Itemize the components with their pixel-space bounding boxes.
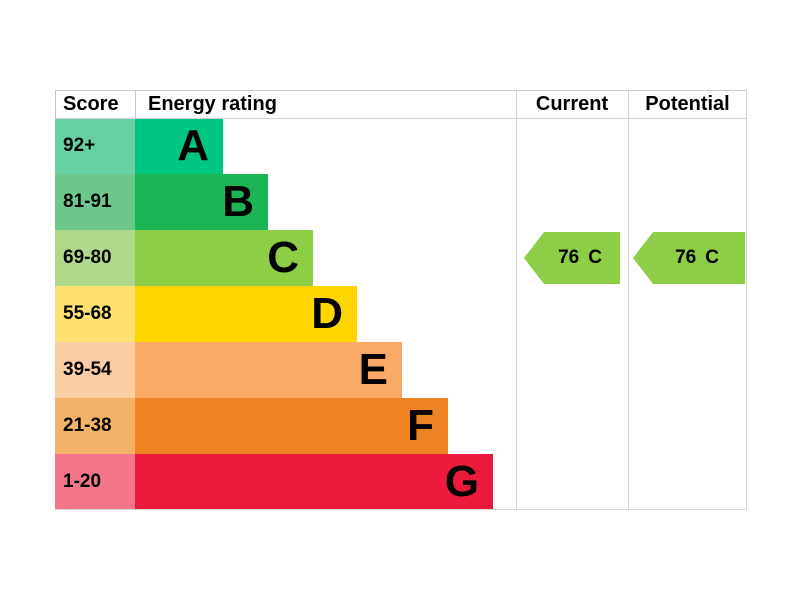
rating-row-f: 21-38 F [55,398,747,454]
rating-band-bar-g: G [135,454,493,510]
table-bottom-line [55,509,747,510]
current-rating-band: C [588,247,602,268]
potential-rating-band: C [705,247,719,268]
header-current: Current [535,93,609,115]
rating-row-d: 55-68 D [55,286,747,342]
header-energy-rating: Energy rating [148,93,277,115]
table-top-line [55,90,747,91]
rating-row-c: 69-80 C [55,230,747,286]
score-cell-f: 21-38 [55,398,135,454]
score-cell-e: 39-54 [55,342,135,398]
header-left-line [55,90,56,118]
potential-column-line [628,90,629,510]
rating-rows: 92+ A 81-91 B 69-80 C 55-68 D 39-54 E 21-38 F 1-20 G [55,118,747,510]
rating-band-bar-d: D [135,286,357,342]
rating-band-bar-f: F [135,398,448,454]
rating-table: Score Energy rating Current Potential 92… [55,90,747,510]
current-column-line [516,90,517,510]
header-score: Score [63,93,119,115]
rating-row-g: 1-20 G [55,454,747,510]
rating-band-bar-b: B [135,174,268,230]
rating-band-bar-c: C [135,230,313,286]
current-rating-value: 76 [558,247,580,268]
potential-rating-value: 76 [675,247,697,268]
score-column-line [135,90,136,118]
rating-band-bar-a: A [135,118,223,174]
table-header: Score Energy rating Current Potential [55,90,747,118]
score-cell-d: 55-68 [55,286,135,342]
rating-band-bar-e: E [135,342,402,398]
rating-row-e: 39-54 E [55,342,747,398]
rating-row-b: 81-91 B [55,174,747,230]
potential-rating-arrow: 76 C [633,232,745,284]
score-cell-c: 69-80 [55,230,135,286]
header-bottom-line [55,118,747,119]
score-cell-g: 1-20 [55,454,135,510]
score-cell-a: 92+ [55,118,135,174]
table-right-line [746,90,747,510]
current-rating-arrow: 76 C [524,232,620,284]
score-cell-b: 81-91 [55,174,135,230]
rating-row-a: 92+ A [55,118,747,174]
header-potential: Potential [645,93,730,115]
